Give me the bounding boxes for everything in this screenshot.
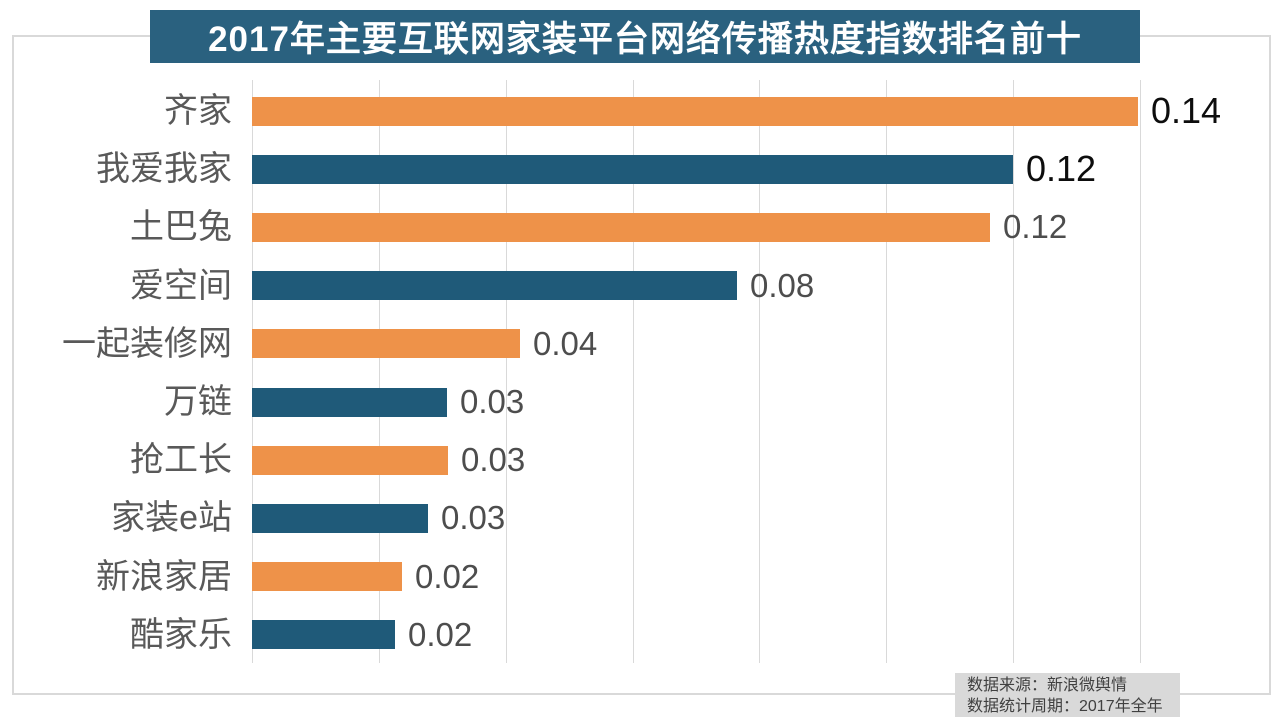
chart-row: 新浪家居 0.02 bbox=[0, 548, 1282, 606]
bar bbox=[252, 154, 1013, 184]
category-label: 爱空间 bbox=[130, 266, 232, 305]
value-label: 0.03 bbox=[461, 441, 526, 479]
chart-frame bbox=[12, 35, 1271, 695]
chart-row: 齐家 0.14 bbox=[0, 82, 1282, 140]
category-label: 我爱我家 bbox=[96, 150, 232, 189]
category-label: 一起装修网 bbox=[62, 324, 232, 363]
bar bbox=[252, 329, 520, 359]
bar bbox=[252, 562, 402, 592]
category-label: 家装e站 bbox=[111, 499, 232, 538]
bar bbox=[252, 445, 448, 475]
bar bbox=[252, 271, 737, 301]
bar bbox=[252, 387, 447, 417]
chart-row: 爱空间 0.08 bbox=[0, 257, 1282, 315]
category-label: 土巴兔 bbox=[130, 208, 232, 247]
category-label: 酷家乐 bbox=[130, 615, 232, 654]
category-label: 齐家 bbox=[164, 92, 232, 130]
bar bbox=[252, 212, 990, 242]
gridline bbox=[252, 80, 253, 663]
chart-row: 抢工长 0.03 bbox=[0, 431, 1282, 489]
value-label: 0.12 bbox=[1003, 208, 1068, 246]
data-period-line: 数据统计周期：2017年全年 bbox=[967, 698, 1163, 715]
chart-row: 万链 0.03 bbox=[0, 373, 1282, 431]
category-label: 新浪家居 bbox=[96, 557, 232, 596]
value-label: 0.08 bbox=[750, 266, 815, 304]
plot-area bbox=[252, 80, 1141, 663]
value-label: 0.04 bbox=[533, 324, 598, 362]
chart-row: 土巴兔 0.12 bbox=[0, 198, 1282, 256]
value-label: 0.03 bbox=[441, 499, 506, 537]
data-source-line: 数据来源：新浪微舆情 bbox=[967, 677, 1128, 694]
value-label: 0.02 bbox=[408, 615, 473, 653]
value-label: 0.14 bbox=[1151, 90, 1222, 131]
chart-title: 2017年主要互联网家装平台网络传播热度指数排名前十 bbox=[150, 10, 1140, 63]
chart-row: 酷家乐 0.02 bbox=[0, 606, 1282, 664]
gridline bbox=[1140, 80, 1141, 663]
chart-row: 我爱我家 0.12 bbox=[0, 140, 1282, 198]
gridline bbox=[505, 80, 507, 663]
chart-row: 一起装修网 0.04 bbox=[0, 315, 1282, 373]
value-label: 0.03 bbox=[460, 383, 525, 420]
value-label: 0.02 bbox=[415, 557, 480, 595]
gridline bbox=[1013, 80, 1015, 663]
bar bbox=[252, 503, 428, 533]
category-label: 万链 bbox=[164, 383, 232, 421]
bar bbox=[252, 620, 395, 650]
value-label: 0.12 bbox=[1026, 148, 1097, 190]
gridline bbox=[378, 80, 380, 663]
gridline bbox=[759, 80, 761, 663]
bar-rows: 齐家 0.14 我爱我家 0.12 土巴兔 0.12 爱空间 0.08 一起装修网 0.04 万链 0… bbox=[0, 82, 1282, 664]
gridline bbox=[632, 80, 634, 663]
bar bbox=[252, 96, 1138, 126]
data-source-note: 数据来源：新浪微舆情 数据统计周期：2017年全年 bbox=[955, 673, 1180, 717]
gridline bbox=[886, 80, 888, 663]
chart-row: 家装e站 0.03 bbox=[0, 489, 1282, 547]
category-label: 抢工长 bbox=[130, 441, 232, 480]
